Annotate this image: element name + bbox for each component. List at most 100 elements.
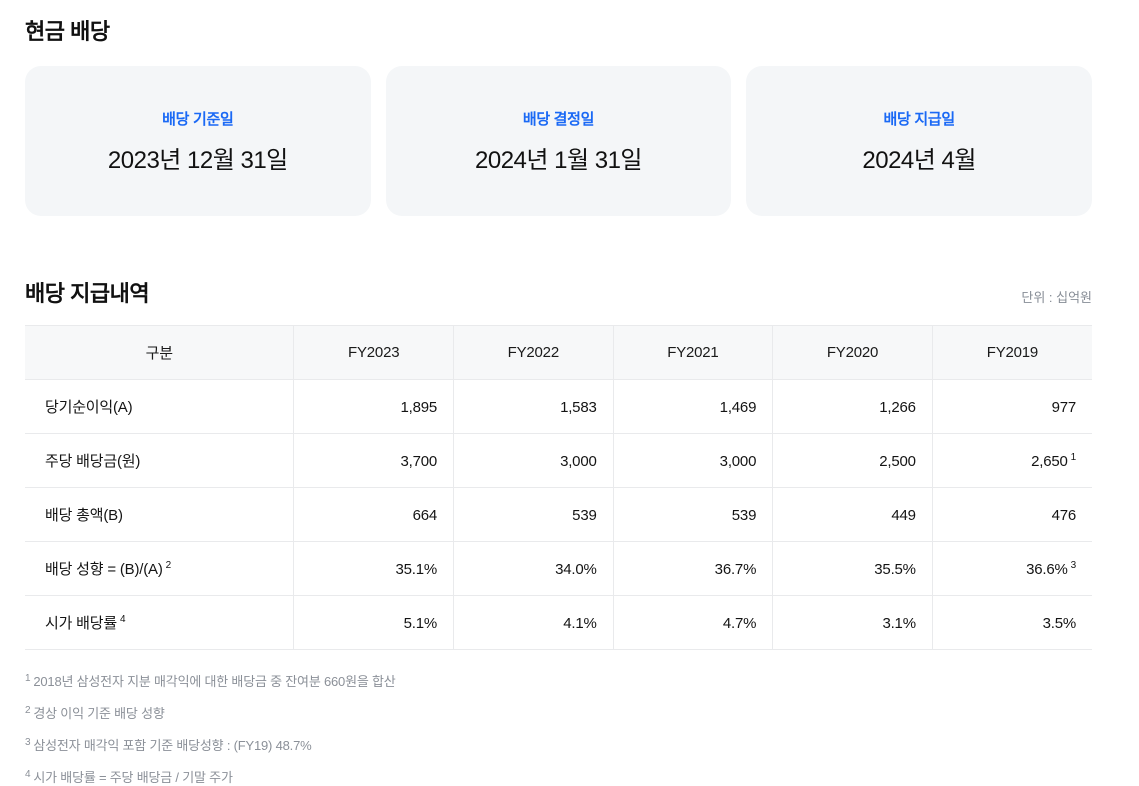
row-label: 당기순이익(A) bbox=[25, 379, 295, 434]
cell-value: 36.7% bbox=[714, 560, 757, 578]
row-label-text: 시가 배당률 bbox=[45, 615, 117, 632]
table-cell: 36.6% 3 bbox=[932, 541, 1092, 596]
footnotes: 1 2018년 삼성전자 지분 매각익에 대한 배당금 중 잔여분 660원을 합… bbox=[25, 671, 1092, 786]
cell-value: 1,895 bbox=[400, 398, 437, 416]
footnote-1-sup: 1 bbox=[25, 672, 31, 684]
row-label: 배당 총액(B) bbox=[25, 487, 295, 542]
col-header-fy2020: FY2020 bbox=[772, 325, 933, 380]
row-label-text: 배당 총액(B) bbox=[45, 507, 123, 524]
cell-value: 449 bbox=[891, 506, 916, 524]
card-record-date-label: 배당 기준일 bbox=[162, 110, 234, 128]
card-record-date: 배당 기준일 2023년 12월 31일 bbox=[25, 66, 371, 216]
table-row-payout-ratio: 배당 성향 = (B)/(A) 2 35.1% 34.0% 36.7% 35.5%… bbox=[25, 541, 1092, 596]
unit-label: 단위 : 십억원 bbox=[1021, 290, 1092, 305]
col-header-fy2021: FY2021 bbox=[613, 325, 774, 380]
footnote-1: 1 2018년 삼성전자 지분 매각익에 대한 배당금 중 잔여분 660원을 합… bbox=[25, 671, 1092, 690]
card-declaration-date-label: 배당 결정일 bbox=[522, 110, 595, 128]
table-cell: 3.1% bbox=[772, 595, 933, 650]
cell-sup: 3 bbox=[1070, 559, 1077, 571]
cell-value: 539 bbox=[731, 506, 757, 524]
page-title: 현금 배당 bbox=[25, 19, 110, 44]
table-cell: 539 bbox=[453, 487, 614, 542]
table-cell: 36.7% bbox=[613, 541, 774, 596]
table-cell: 449 bbox=[772, 487, 933, 542]
cash-dividend-page: 현금 배당 배당 기준일 2023년 12월 31일 배당 결정일 2024년 … bbox=[25, 0, 1093, 786]
row-label-text: 당기순이익(A) bbox=[45, 399, 133, 416]
payment-history-title: 배당 지급내역 bbox=[25, 281, 150, 306]
table-cell: 3,000 bbox=[453, 433, 614, 488]
table-cell: 35.5% bbox=[772, 541, 933, 596]
footnote-4-text: 시가 배당률 = 주당 배당금 / 기말 주가 bbox=[33, 770, 233, 785]
row-label-sup: 2 bbox=[165, 560, 172, 571]
cell-value: 664 bbox=[412, 506, 438, 524]
cell-value: 977 bbox=[1051, 398, 1077, 416]
table-cell: 2,650 1 bbox=[932, 433, 1092, 488]
cell-sup: 1 bbox=[1070, 451, 1077, 463]
cell-value: 3,700 bbox=[400, 452, 437, 470]
table-cell: 1,583 bbox=[453, 379, 614, 434]
table-cell: 1,895 bbox=[293, 379, 454, 434]
dividend-date-cards: 배당 기준일 2023년 12월 31일 배당 결정일 2024년 1월 31일… bbox=[25, 66, 1093, 216]
card-record-date-value: 2023년 12월 31일 bbox=[107, 146, 288, 174]
cell-value: 5.1% bbox=[403, 614, 438, 632]
table-cell: 3.5% bbox=[932, 595, 1092, 650]
table-row-dividend-yield: 시가 배당률 4 5.1% 4.1% 4.7% 3.1% 3.5% bbox=[25, 595, 1092, 650]
cell-value: 1,469 bbox=[719, 398, 757, 416]
card-declaration-date-value: 2024년 1월 31일 bbox=[475, 146, 643, 174]
payment-history-header: 배당 지급내역 단위 : 십억원 bbox=[25, 276, 1092, 308]
footnote-2-text: 경상 이익 기준 배당 성향 bbox=[33, 706, 165, 721]
footnote-3-sup: 3 bbox=[25, 736, 31, 748]
col-header-fy2023: FY2023 bbox=[293, 325, 454, 380]
footnote-2: 2 경상 이익 기준 배당 성향 bbox=[25, 703, 1092, 722]
table-row-dividend-per-share: 주당 배당금(원) 3,700 3,000 3,000 2,500 2,650 1 bbox=[25, 433, 1092, 488]
cell-value: 4.1% bbox=[563, 614, 597, 632]
table-cell: 4.7% bbox=[613, 595, 774, 650]
cell-value: 36.6% bbox=[1026, 560, 1068, 578]
cell-value: 3.1% bbox=[882, 614, 916, 632]
cell-value: 3,000 bbox=[719, 452, 757, 470]
cell-value: 35.1% bbox=[395, 560, 437, 578]
col-header-fy2019: FY2019 bbox=[932, 325, 1092, 380]
cell-value: 3.5% bbox=[1042, 614, 1077, 632]
dividend-history-table: 구분 FY2023 FY2022 FY2021 FY2020 FY2019 당기… bbox=[25, 325, 1092, 650]
footnote-1-text: 2018년 삼성전자 지분 매각익에 대한 배당금 중 잔여분 660원을 합산 bbox=[33, 674, 396, 689]
cell-value: 4.7% bbox=[722, 614, 757, 632]
table-cell: 34.0% bbox=[453, 541, 614, 596]
table-cell: 3,000 bbox=[613, 433, 774, 488]
cell-value: 35.5% bbox=[874, 560, 916, 578]
table-cell: 4.1% bbox=[453, 595, 614, 650]
cell-value: 476 bbox=[1051, 506, 1077, 524]
row-label: 시가 배당률 4 bbox=[25, 595, 295, 650]
table-cell: 664 bbox=[293, 487, 454, 542]
cell-value: 2,650 bbox=[1031, 452, 1068, 470]
footnote-4: 4 시가 배당률 = 주당 배당금 / 기말 주가 bbox=[25, 767, 1092, 786]
table-cell: 5.1% bbox=[293, 595, 454, 650]
table-row-total-dividend: 배당 총액(B) 664 539 539 449 476 bbox=[25, 487, 1092, 542]
row-label: 주당 배당금(원) bbox=[25, 433, 295, 488]
card-payment-date-label: 배당 지급일 bbox=[883, 110, 955, 128]
card-declaration-date: 배당 결정일 2024년 1월 31일 bbox=[385, 66, 732, 216]
table-cell: 977 bbox=[932, 379, 1092, 434]
table-cell: 3,700 bbox=[293, 433, 454, 488]
cell-value: 1,583 bbox=[560, 398, 597, 416]
cell-value: 539 bbox=[572, 506, 597, 524]
footnote-4-sup: 4 bbox=[25, 768, 31, 780]
row-label-text: 주당 배당금(원) bbox=[45, 453, 141, 470]
footnote-3-text: 삼성전자 매각익 포함 기준 배당성향 : (FY19) 48.7% bbox=[33, 738, 312, 753]
col-header-category: 구분 bbox=[25, 325, 295, 380]
cell-value: 34.0% bbox=[555, 560, 597, 578]
cell-value: 3,000 bbox=[560, 452, 597, 470]
row-label-text: 배당 성향 = (B)/(A) bbox=[45, 561, 163, 578]
table-cell: 35.1% bbox=[293, 541, 454, 596]
cell-value: 1,266 bbox=[879, 398, 916, 416]
table-cell: 1,266 bbox=[772, 379, 933, 434]
col-header-fy2022: FY2022 bbox=[453, 325, 614, 380]
table-cell: 476 bbox=[932, 487, 1092, 542]
card-payment-date: 배당 지급일 2024년 4월 bbox=[746, 66, 1093, 216]
footnote-3: 3 삼성전자 매각익 포함 기준 배당성향 : (FY19) 48.7% bbox=[25, 735, 1092, 754]
card-payment-date-value: 2024년 4월 bbox=[862, 146, 976, 174]
table-row-net-income: 당기순이익(A) 1,895 1,583 1,469 1,266 977 bbox=[25, 379, 1092, 434]
table-cell: 1,469 bbox=[613, 379, 774, 434]
cell-value: 2,500 bbox=[879, 452, 916, 470]
row-label: 배당 성향 = (B)/(A) 2 bbox=[25, 541, 295, 596]
